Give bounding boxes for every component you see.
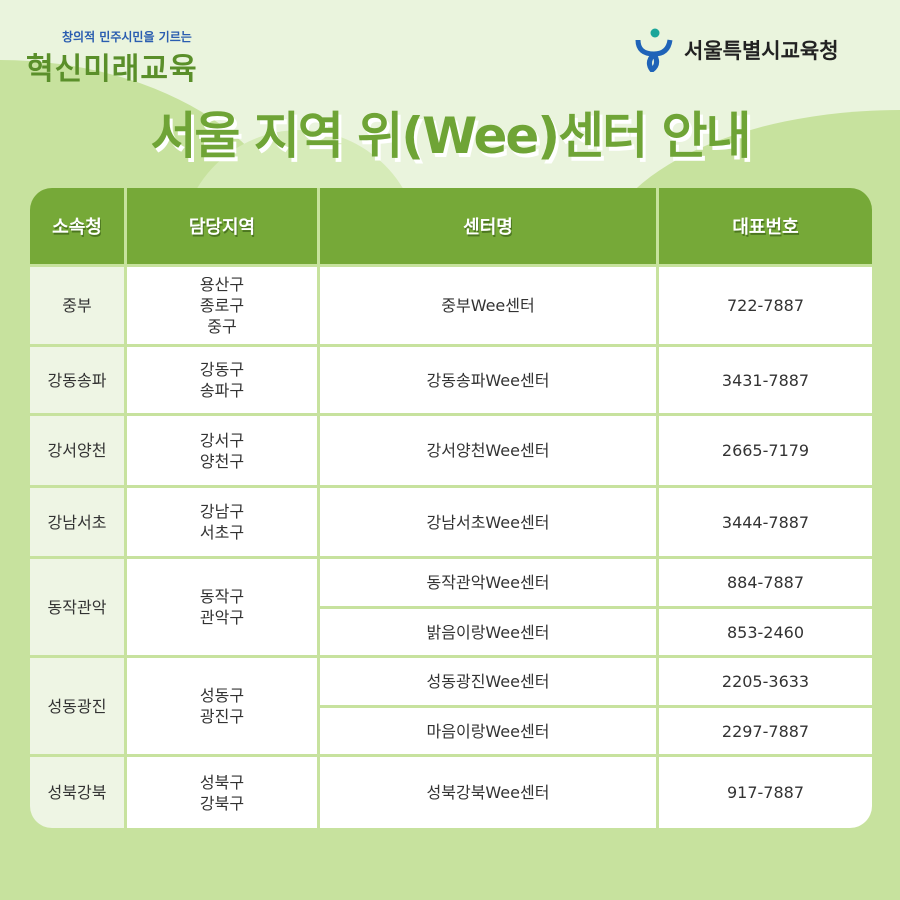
phone-cell: 2665-7179 <box>659 413 872 485</box>
org-logo: 서울특별시교육청 <box>632 28 882 72</box>
center-name-cell: 밝음이랑Wee센터 <box>320 606 659 655</box>
center-name-cell: 강남서초Wee센터 <box>320 485 659 556</box>
office-cell: 중부 <box>30 264 127 344</box>
center-name-cell: 동작관악Wee센터 <box>320 556 659 606</box>
slogan-logo: 혁신미래교육 <box>26 52 198 87</box>
center-name-cell: 마음이랑Wee센터 <box>320 705 659 754</box>
region-cell: 강서구 양천구 <box>127 413 320 485</box>
office-cell: 강남서초 <box>30 485 127 556</box>
phone-cell: 917-7887 <box>659 754 872 828</box>
region-name: 서초구 <box>199 523 245 542</box>
region-name: 용산구 <box>199 275 245 294</box>
table-row: 밝음이랑Wee센터 853-2460 <box>30 606 872 655</box>
office-cell: 성동광진 <box>30 655 127 754</box>
table-row: 성동광진 성동구 광진구 성동광진Wee센터 2205-3633 <box>30 655 872 754</box>
table-row: 강남서초 강남구 서초구 강남서초Wee센터 3444-7887 <box>30 485 872 556</box>
region-name: 송파구 <box>199 381 245 400</box>
phone-cell: 2297-7887 <box>659 705 872 754</box>
region-cell: 성북구 강북구 <box>127 754 320 828</box>
table-row: 마음이랑Wee센터 2297-7887 <box>30 705 872 754</box>
region-name: 중구 <box>207 317 237 336</box>
office-cell: 동작관악 <box>30 556 127 655</box>
center-name-cell: 강동송파Wee센터 <box>320 344 659 413</box>
center-name-cell: 성동광진Wee센터 <box>320 655 659 705</box>
table-row: 성북강북 성북구 강북구 성북강북Wee센터 917-7887 <box>30 754 872 828</box>
office-cell: 강서양천 <box>30 413 127 485</box>
phone-cell: 853-2460 <box>659 606 872 655</box>
center-name-cell: 중부Wee센터 <box>320 264 659 344</box>
region-name: 성북구 <box>199 772 245 792</box>
table-row: 중부 용산구 종로구 중구 중부Wee센터 722-7887 <box>30 264 872 344</box>
wee-center-table: 소속청 담당지역 센터명 대표번호 중부 용산구 종로구 중구 중부Wee센터 722-7… <box>30 188 872 828</box>
header-center: 센터명 <box>320 188 659 264</box>
header-region: 담당지역 <box>127 188 320 264</box>
region-name: 광진구 <box>199 707 245 726</box>
region-name: 동작구 <box>199 587 245 606</box>
region-name: 종로구 <box>199 296 245 315</box>
center-name-cell: 강서양천Wee센터 <box>320 413 659 485</box>
seoul-education-logo-icon <box>635 28 673 72</box>
table-row: 동작관악 동작구 관악구 동작관악Wee센터 884-7887 <box>30 556 872 655</box>
phone-cell: 3444-7887 <box>659 485 872 556</box>
office-cell: 성북강북 <box>30 754 127 828</box>
region-name: 강동구 <box>199 360 245 379</box>
region-name: 강서구 <box>199 430 245 450</box>
table-row: 강동송파 강동구 송파구 강동송파Wee센터 3431-7887 <box>30 344 872 413</box>
region-name: 강남구 <box>199 502 245 521</box>
header-phone: 대표번호 <box>659 188 872 264</box>
region-name: 관악구 <box>199 608 245 627</box>
region-name: 성동구 <box>199 686 245 705</box>
phone-cell: 884-7887 <box>659 556 872 606</box>
table-header-row: 소속청 담당지역 센터명 대표번호 <box>30 188 872 264</box>
region-name: 강북구 <box>199 793 245 813</box>
org-name: 서울특별시교육청 <box>684 39 839 63</box>
header-office: 소속청 <box>30 188 127 264</box>
table-row: 강서양천 강서구 양천구 강서양천Wee센터 2665-7179 <box>30 413 872 485</box>
page-title: 서울 지역 위(Wee)센터 안내 <box>150 107 751 165</box>
region-name: 양천구 <box>199 451 245 471</box>
slogan-small: 창의적 민주시민을 기르는 <box>62 30 192 44</box>
phone-cell: 2205-3633 <box>659 655 872 705</box>
center-name-cell: 성북강북Wee센터 <box>320 754 659 828</box>
phone-cell: 722-7887 <box>659 264 872 344</box>
office-cell: 강동송파 <box>30 344 127 413</box>
phone-cell: 3431-7887 <box>659 344 872 413</box>
